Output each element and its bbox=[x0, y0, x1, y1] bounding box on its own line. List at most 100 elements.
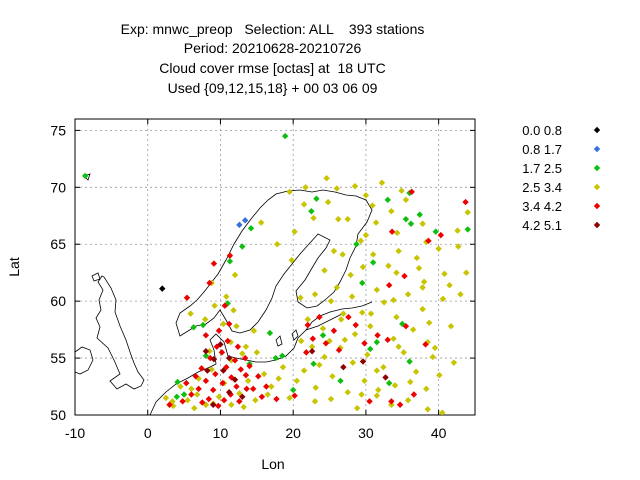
data-point-series-3 bbox=[351, 330, 359, 338]
data-point-series-2 bbox=[81, 172, 89, 180]
data-point-series-2 bbox=[432, 228, 439, 235]
data-point-series-2 bbox=[190, 324, 197, 331]
data-point-series-3 bbox=[220, 320, 227, 328]
data-point-series-4 bbox=[303, 349, 310, 356]
axis-ticks: -10 0 10 20 30 40 50 55 60 65 70 75 bbox=[50, 119, 475, 441]
data-point-series-2 bbox=[406, 358, 413, 365]
x-tick-label: 40 bbox=[431, 425, 447, 441]
data-point-series-4 bbox=[361, 340, 368, 347]
data-point-series-3 bbox=[361, 377, 368, 385]
data-point-series-3 bbox=[464, 209, 471, 216]
data-point-series-4 bbox=[195, 385, 202, 393]
data-point-series-4 bbox=[291, 392, 298, 399]
data-point-series-4 bbox=[206, 279, 213, 287]
data-point-series-3 bbox=[244, 377, 252, 385]
x-tick-label: 20 bbox=[285, 425, 301, 441]
data-point-series-3 bbox=[202, 401, 210, 408]
data-point-series-2 bbox=[367, 345, 374, 353]
data-point-series-3 bbox=[344, 389, 351, 396]
data-point-series-0 bbox=[159, 285, 166, 292]
data-point-series-4 bbox=[231, 357, 239, 364]
data-point-series-2 bbox=[247, 225, 255, 232]
data-point-series-3 bbox=[454, 227, 461, 234]
data-point-series-3 bbox=[208, 366, 215, 373]
data-point-series-3 bbox=[364, 351, 371, 358]
data-point-series-3 bbox=[275, 375, 282, 382]
data-point-series-3 bbox=[419, 305, 426, 313]
y-tick-label: 55 bbox=[50, 350, 66, 366]
data-point-series-2 bbox=[174, 378, 181, 386]
data-point-series-1 bbox=[241, 217, 249, 224]
data-point-series-3 bbox=[388, 208, 395, 215]
y-tick-label: 60 bbox=[50, 293, 66, 309]
data-point-series-4 bbox=[202, 377, 210, 385]
data-point-series-2 bbox=[308, 208, 315, 215]
data-point-series-3 bbox=[184, 397, 191, 404]
data-point-series-3 bbox=[273, 241, 281, 248]
y-tick-label: 50 bbox=[50, 407, 66, 423]
data-point-series-4 bbox=[385, 282, 393, 289]
data-point-series-3 bbox=[323, 175, 330, 182]
legend-label: 1.7 2.5 bbox=[522, 161, 562, 176]
data-point-series-3 bbox=[380, 363, 387, 371]
data-point-series-5 bbox=[220, 367, 227, 374]
chart-title-line-4: Used {09,12,15,18} + 00 03 06 09 bbox=[167, 80, 378, 96]
data-point-series-2 bbox=[353, 241, 360, 248]
data-point-series-3 bbox=[191, 404, 198, 412]
data-point-series-3 bbox=[321, 267, 328, 274]
data-point-series-4 bbox=[233, 383, 240, 390]
data-point-series-2 bbox=[226, 258, 234, 265]
coastline-islands bbox=[83, 173, 299, 347]
data-point-series-4 bbox=[215, 327, 223, 334]
legend-label: 3.4 4.2 bbox=[522, 199, 562, 214]
data-point-series-5 bbox=[239, 393, 246, 400]
data-point-series-4 bbox=[316, 313, 323, 321]
data-point-series-3 bbox=[321, 353, 328, 361]
data-point-series-3 bbox=[359, 263, 367, 271]
data-point-series-3 bbox=[333, 185, 341, 192]
data-point-series-4 bbox=[388, 398, 395, 405]
data-point-series-4 bbox=[192, 373, 199, 380]
data-point-series-4 bbox=[408, 188, 415, 196]
data-point-series-3 bbox=[367, 323, 374, 330]
data-point-series-3 bbox=[330, 247, 338, 255]
legend-marker bbox=[593, 145, 601, 153]
data-point-series-5 bbox=[231, 376, 239, 383]
data-point-series-3 bbox=[257, 219, 265, 226]
data-points bbox=[81, 132, 471, 415]
data-point-series-2 bbox=[416, 211, 423, 218]
data-point-series-3 bbox=[291, 228, 298, 235]
data-point-series-3 bbox=[446, 282, 453, 289]
data-point-series-4 bbox=[215, 402, 222, 410]
data-point-series-3 bbox=[436, 371, 443, 379]
data-point-series-3 bbox=[385, 262, 392, 270]
data-point-series-3 bbox=[188, 385, 195, 393]
data-point-series-3 bbox=[311, 291, 319, 298]
data-point-series-4 bbox=[225, 320, 233, 328]
y-axis-label: Lat bbox=[6, 257, 22, 277]
data-point-series-4 bbox=[219, 379, 226, 387]
data-point-series-3 bbox=[463, 269, 470, 276]
data-point-series-5 bbox=[382, 374, 389, 381]
data-point-series-3 bbox=[302, 184, 309, 191]
data-point-series-3 bbox=[400, 349, 407, 356]
data-point-series-5 bbox=[217, 341, 224, 348]
data-point-series-3 bbox=[264, 391, 271, 398]
data-point-series-2 bbox=[266, 329, 274, 337]
data-point-series-2 bbox=[279, 352, 286, 359]
data-point-series-3 bbox=[193, 391, 201, 398]
data-point-series-3 bbox=[393, 269, 400, 276]
legend-label: 2.5 3.4 bbox=[522, 180, 562, 195]
data-point-series-4 bbox=[388, 228, 396, 235]
y-tick-label: 65 bbox=[50, 236, 66, 252]
data-point-series-3 bbox=[311, 398, 319, 405]
data-point-series-4 bbox=[183, 379, 190, 387]
data-point-series-3 bbox=[349, 359, 357, 366]
data-point-series-3 bbox=[286, 188, 293, 196]
data-point-series-3 bbox=[369, 251, 377, 258]
data-point-series-4 bbox=[183, 294, 191, 301]
x-axis-label: Lon bbox=[261, 456, 284, 472]
data-point-series-3 bbox=[413, 254, 421, 262]
data-point-series-2 bbox=[281, 132, 289, 140]
